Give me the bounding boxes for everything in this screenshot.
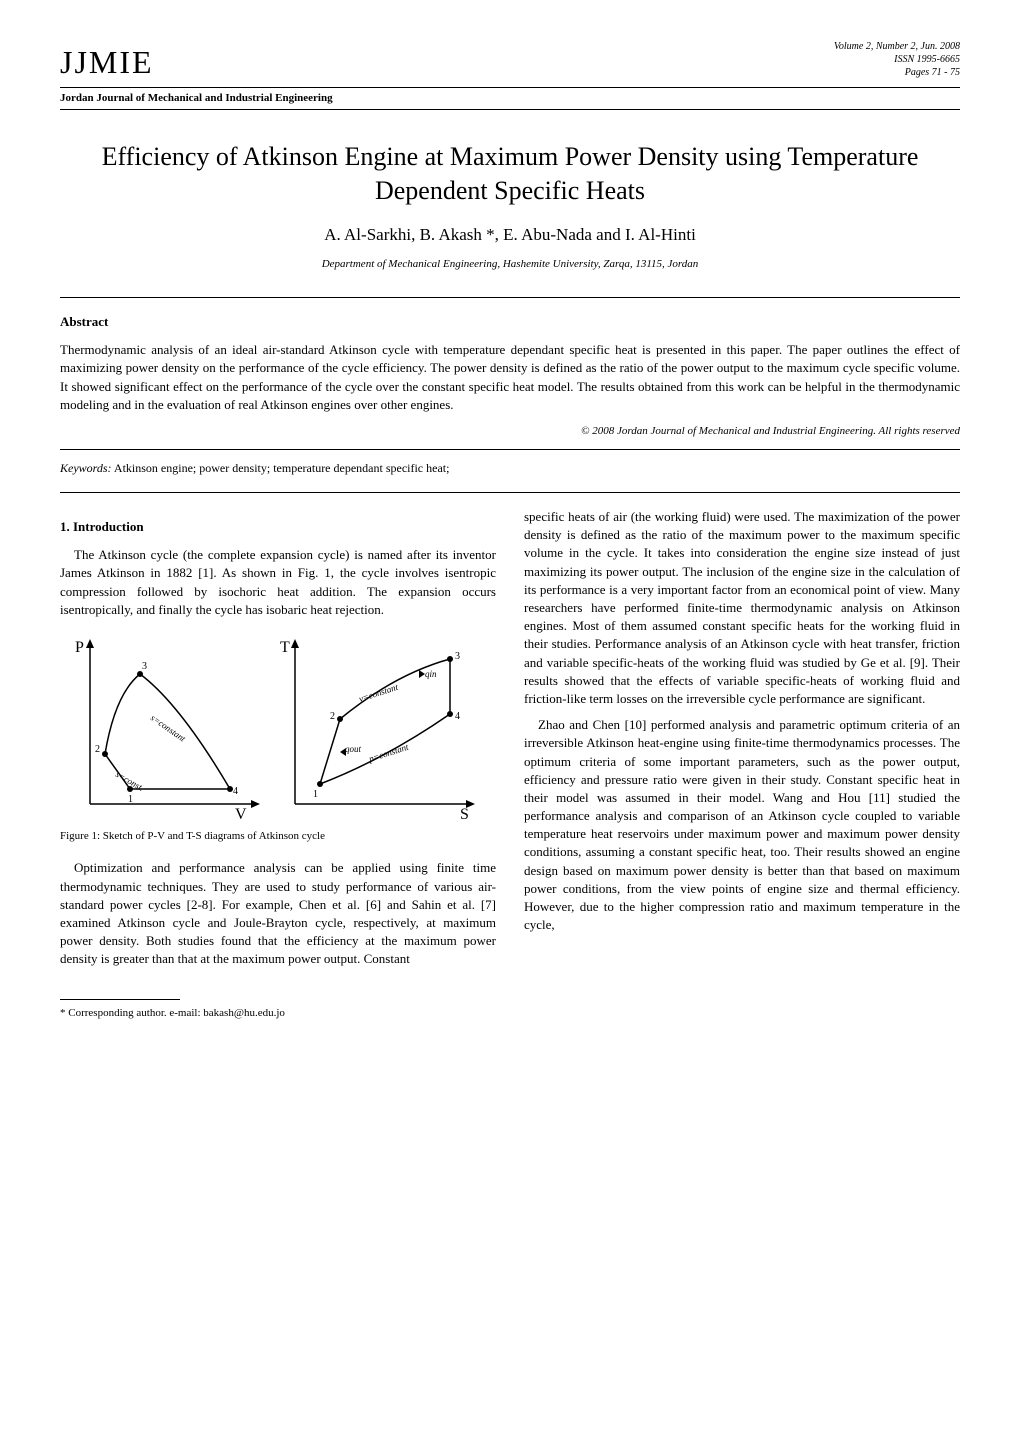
right-column: specific heats of air (the working fluid…	[524, 508, 960, 1021]
pv-ts-diagram: P V 1 2 3 4 s=constant	[60, 634, 480, 824]
page-header: JJMIE Volume 2, Number 2, Jun. 2008 ISSN…	[60, 40, 960, 85]
issn-info: ISSN 1995-6665	[834, 53, 960, 66]
affiliation: Department of Mechanical Engineering, Ha…	[60, 257, 960, 272]
pv-x-label: V	[235, 806, 247, 823]
copyright: © 2008 Jordan Journal of Mechanical and …	[60, 424, 960, 439]
ts-top-curve: v=constant	[358, 682, 400, 704]
rule	[60, 297, 960, 298]
ts-qout: qout	[345, 744, 362, 754]
ts-x-label: S	[460, 806, 469, 823]
paragraph: Zhao and Chen [10] performed analysis an…	[524, 716, 960, 934]
figure-1: P V 1 2 3 4 s=constant	[60, 634, 496, 844]
authors: A. Al-Sarkhi, B. Akash *, E. Abu-Nada an…	[60, 223, 960, 247]
ts-qin: qin	[425, 669, 437, 679]
keywords: Keywords: Atkinson engine; power density…	[60, 460, 960, 477]
keywords-text: Atkinson engine; power density; temperat…	[112, 461, 450, 475]
footnote-rule	[60, 999, 180, 1000]
paragraph: Optimization and performance analysis ca…	[60, 859, 496, 968]
header-meta: Volume 2, Number 2, Jun. 2008 ISSN 1995-…	[834, 40, 960, 79]
pv-pt1: 1	[128, 794, 133, 805]
pv-pt2: 2	[95, 744, 100, 755]
abstract-text: Thermodynamic analysis of an ideal air-s…	[60, 341, 960, 414]
ts-pt2: 2	[330, 711, 335, 722]
rule	[60, 449, 960, 450]
pv-y-label: P	[75, 639, 84, 656]
figure-caption-text: Figure 1: Sketch of P-V and T-S diagrams…	[60, 830, 325, 842]
keywords-label: Keywords:	[60, 461, 112, 475]
pv-pt4: 4	[233, 786, 238, 797]
journal-bar: Jordan Journal of Mechanical and Industr…	[60, 87, 960, 110]
ts-pt1: 1	[313, 789, 318, 800]
pages-info: Pages 71 - 75	[834, 66, 960, 79]
figure-caption: Figure 1: Sketch of P-V and T-S diagrams…	[60, 829, 496, 844]
ts-pt3: 3	[455, 651, 460, 662]
paragraph: specific heats of air (the working fluid…	[524, 508, 960, 708]
body-columns: 1. Introduction The Atkinson cycle (the …	[60, 508, 960, 1021]
journal-logo: JJMIE	[60, 40, 154, 85]
rule	[60, 492, 960, 493]
ts-bot-curve: p=constant	[367, 742, 411, 765]
paper-title: Efficiency of Atkinson Engine at Maximum…	[60, 140, 960, 208]
footnote: * Corresponding author. e-mail: bakash@h…	[60, 1006, 496, 1021]
ts-y-label: T	[280, 639, 290, 656]
pv-pt3: 3	[142, 661, 147, 672]
left-column: 1. Introduction The Atkinson cycle (the …	[60, 508, 496, 1021]
paragraph: The Atkinson cycle (the complete expansi…	[60, 546, 496, 619]
section-heading: 1. Introduction	[60, 518, 496, 536]
ts-pt4: 4	[455, 711, 460, 722]
volume-info: Volume 2, Number 2, Jun. 2008	[834, 40, 960, 53]
abstract-heading: Abstract	[60, 313, 960, 331]
